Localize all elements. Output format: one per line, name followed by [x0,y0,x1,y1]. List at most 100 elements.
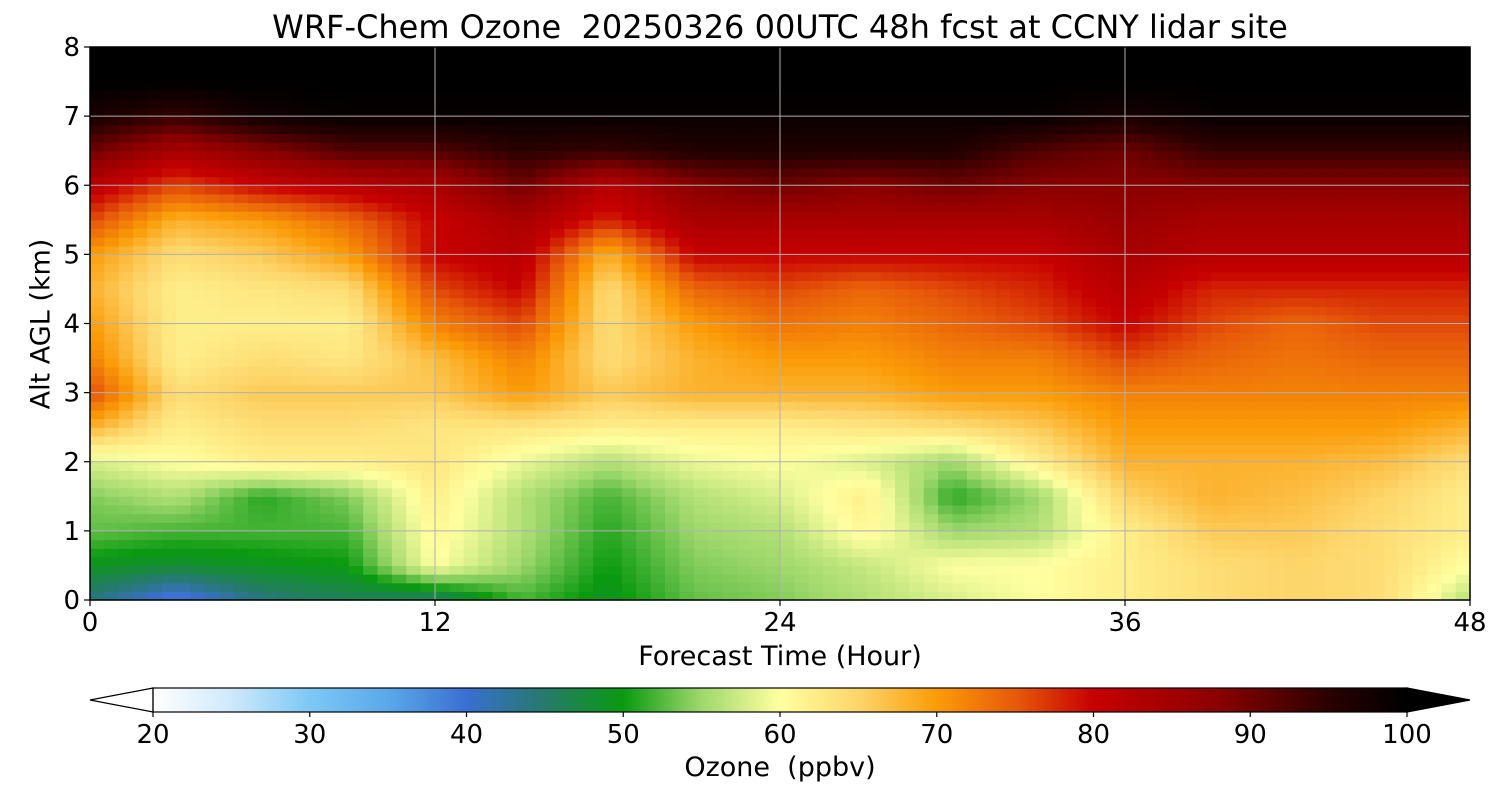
heatmap-cell [1196,522,1212,532]
heatmap-cell [506,98,522,109]
heatmap-cell [262,142,278,152]
heatmap-cell [1196,591,1212,601]
heatmap-cell [305,435,321,446]
heatmap-cell [1024,47,1040,57]
heatmap-cell [564,193,580,204]
heatmap-cell [693,280,709,290]
heatmap-cell [205,401,220,411]
heatmap-cell [1024,574,1040,584]
heatmap-cell [334,504,350,515]
heatmap-cell [1196,167,1212,178]
heatmap-cell [420,47,436,57]
heatmap-cell [952,55,968,65]
heatmap-cell [909,496,925,506]
heatmap-cell [305,358,321,368]
heatmap-cell [923,306,939,316]
heatmap-cell [765,496,781,506]
heatmap-cell [808,392,824,402]
heatmap-cell [708,245,724,255]
heatmap-cell [952,461,968,471]
heatmap-cell [736,470,752,480]
heatmap-cell [262,133,278,143]
heatmap-cell [348,444,364,454]
heatmap-cell [118,81,134,91]
heatmap-cell [1110,288,1126,299]
heatmap-cell [1125,107,1140,117]
heatmap-cell [478,470,494,480]
heatmap-cell [607,47,623,57]
heatmap-cell [363,237,379,247]
heatmap-cell [607,392,623,402]
heatmap-cell [981,479,997,489]
heatmap-cell [391,366,407,376]
heatmap-cell [808,340,824,351]
heatmap-cell [794,142,810,152]
heatmap-cell [708,150,724,160]
heatmap-cell [650,306,666,316]
heatmap-cell [1153,228,1169,238]
heatmap-cell [492,375,508,385]
heatmap-cell [348,254,364,264]
heatmap-cell [334,366,350,376]
heatmap-cell [463,530,479,541]
heatmap-cell [895,461,910,471]
heatmap-cell [736,375,752,385]
heatmap-cell [837,323,853,333]
heatmap-cell [909,383,925,394]
heatmap-cell [923,479,939,489]
heatmap-cell [248,288,264,299]
heatmap-cell [736,159,752,169]
heatmap-cell [363,574,379,584]
heatmap-cell [463,479,479,489]
heatmap-cell [981,47,997,57]
heatmap-cell [808,124,824,135]
heatmap-cell [593,340,609,351]
heatmap-cell [722,98,738,109]
heatmap-cell [219,297,235,307]
heatmap-cell [435,383,450,394]
heatmap-cell [147,358,163,368]
heatmap-cell [823,167,839,178]
heatmap-cell [449,435,465,446]
heatmap-cell [363,90,379,100]
heatmap-cell [1139,167,1155,178]
heatmap-cell [1024,582,1040,592]
heatmap-cell [521,453,537,463]
heatmap-cell [895,556,910,567]
heatmap-cell [636,470,652,480]
heatmap-cell [679,202,695,212]
heatmap-cell [420,496,436,506]
heatmap-cell [248,116,264,126]
heatmap-cell [1182,349,1198,359]
heatmap-cell [938,323,954,333]
heatmap-cell [880,453,896,463]
heatmap-cell [909,297,925,307]
heatmap-cell [176,574,192,584]
heatmap-cell [636,539,652,549]
heatmap-cell [133,107,149,117]
heatmap-cell [1081,323,1097,333]
heatmap-cell [492,237,508,247]
heatmap-cell [607,582,623,592]
heatmap-cell [176,539,192,549]
heatmap-cell [320,98,335,109]
heatmap-cell [463,150,479,160]
heatmap-cell [118,176,134,186]
heatmap-cell [722,340,738,351]
heatmap-cell [291,470,307,480]
heatmap-cell [722,556,738,567]
heatmap-cell [751,409,767,420]
heatmap-cell [233,159,249,169]
heatmap-cell [693,349,709,359]
heatmap-cell [1125,306,1140,316]
heatmap-cell [952,263,968,273]
heatmap-cell [794,530,810,541]
heatmap-cell [1110,565,1126,575]
heatmap-cell [233,193,249,204]
heatmap-cell [219,90,235,100]
heatmap-cell [564,116,580,126]
heatmap-cell [1010,539,1025,549]
heatmap-cell [1096,64,1112,74]
heatmap-cell [1110,90,1126,100]
heatmap-cell [176,47,192,57]
